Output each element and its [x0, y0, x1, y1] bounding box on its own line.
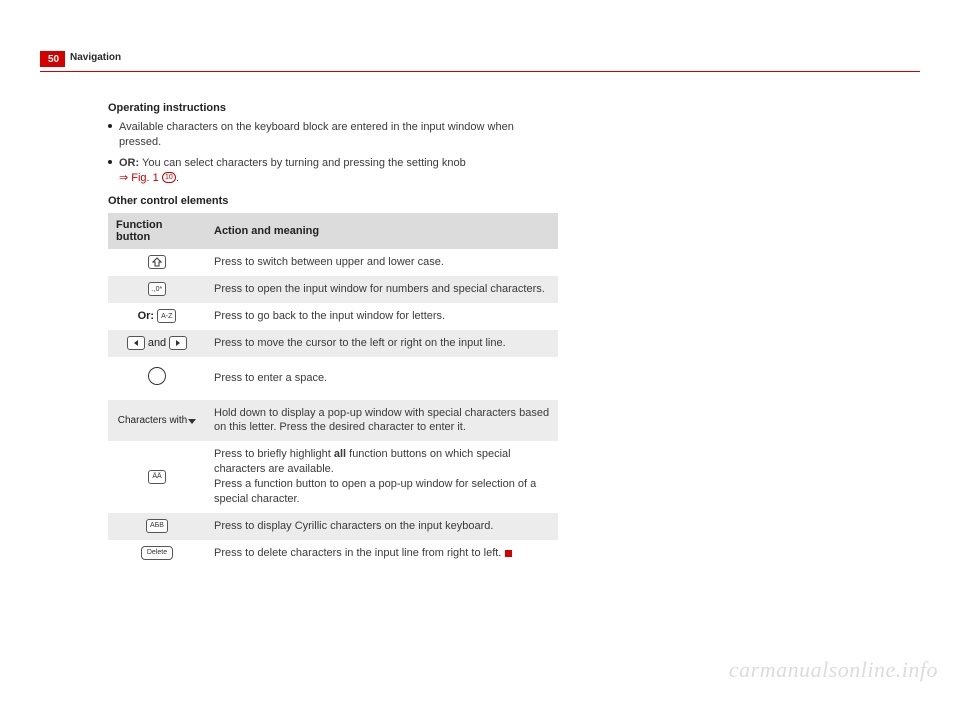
action-inner: Press to delete characters in the input … [214, 547, 501, 559]
action-text: Press to display Cyrillic characters on … [206, 513, 558, 540]
section-end-marker-icon [505, 550, 512, 557]
key-join: and [145, 337, 169, 349]
table-row: Or: A-Z Press to go back to the input wi… [108, 303, 558, 330]
table-row: Delete Press to delete characters in the… [108, 540, 558, 567]
table-row: and Press to move the cursor to the left… [108, 330, 558, 357]
bullet-dot-icon [108, 156, 113, 186]
section-heading: Operating instructions [108, 102, 558, 114]
page-number-badge: 50 [40, 51, 65, 67]
bullet-item: OR: You can select characters by turning… [108, 156, 558, 186]
action-text: Press to switch between upper and lower … [206, 249, 558, 276]
dropdown-indicator-icon [188, 419, 196, 424]
action-text: Hold down to display a pop-up window wit… [206, 400, 558, 442]
bullet-text: OR: You can select characters by turning… [119, 156, 466, 186]
cursor-right-key-icon [169, 336, 187, 350]
row-prefix: Or: [138, 310, 155, 322]
bullet-text: Available characters on the keyboard blo… [119, 120, 558, 150]
watermark-text: carmanualsonline.info [729, 657, 938, 683]
column-header: Action and meaning [206, 213, 558, 249]
action-text: Press to open the input window for numbe… [206, 276, 558, 303]
letters-key-icon: A-Z [157, 309, 176, 323]
cursor-left-key-icon [127, 336, 145, 350]
shift-key-icon [148, 255, 166, 269]
header-rule [40, 71, 920, 72]
chapter-title: Navigation [70, 52, 121, 63]
page-number: 50 [48, 54, 59, 65]
column-header: Function button [108, 213, 206, 249]
action-bold: all [334, 448, 346, 460]
numbers-symbols-key-icon: .,0* [148, 282, 167, 296]
control-elements-table: Function button Action and meaning Press… [108, 213, 558, 566]
action-text: Press to enter a space. [206, 357, 558, 400]
bullet-item: Available characters on the keyboard blo… [108, 120, 558, 150]
table-row: Characters with Hold down to display a p… [108, 400, 558, 442]
reference-number-icon: 10 [162, 172, 176, 183]
action-text: Press to move the cursor to the left or … [206, 330, 558, 357]
delete-key-icon: Delete [141, 546, 173, 560]
action-text: Press to delete characters in the input … [206, 540, 558, 567]
action-text: Press to go back to the input window for… [206, 303, 558, 330]
table-row: .,0* Press to open the input window for … [108, 276, 558, 303]
table-row: АБВ Press to display Cyrillic characters… [108, 513, 558, 540]
figure-reference: ⇒ Fig. 1 [119, 172, 159, 184]
action-pre: Press to briefly highlight [214, 448, 334, 460]
cyrillic-key-icon: АБВ [146, 519, 168, 533]
special-chars-key-icon: ÄÄ [148, 470, 166, 484]
bullet-lead: OR: [119, 157, 139, 169]
bullet-body: You can select characters by turning and… [139, 157, 466, 169]
table-row: Press to switch between upper and lower … [108, 249, 558, 276]
action-text: Press to briefly highlight all function … [206, 441, 558, 512]
row-label: Characters with [118, 415, 187, 426]
table-row: Press to enter a space. [108, 357, 558, 400]
section-heading: Other control elements [108, 195, 558, 207]
page-content: Operating instructions Available charact… [108, 102, 558, 566]
table-row: ÄÄ Press to briefly highlight all functi… [108, 441, 558, 512]
space-key-icon [148, 367, 166, 385]
bullet-dot-icon [108, 120, 113, 150]
bullet-tail: . [176, 172, 179, 184]
